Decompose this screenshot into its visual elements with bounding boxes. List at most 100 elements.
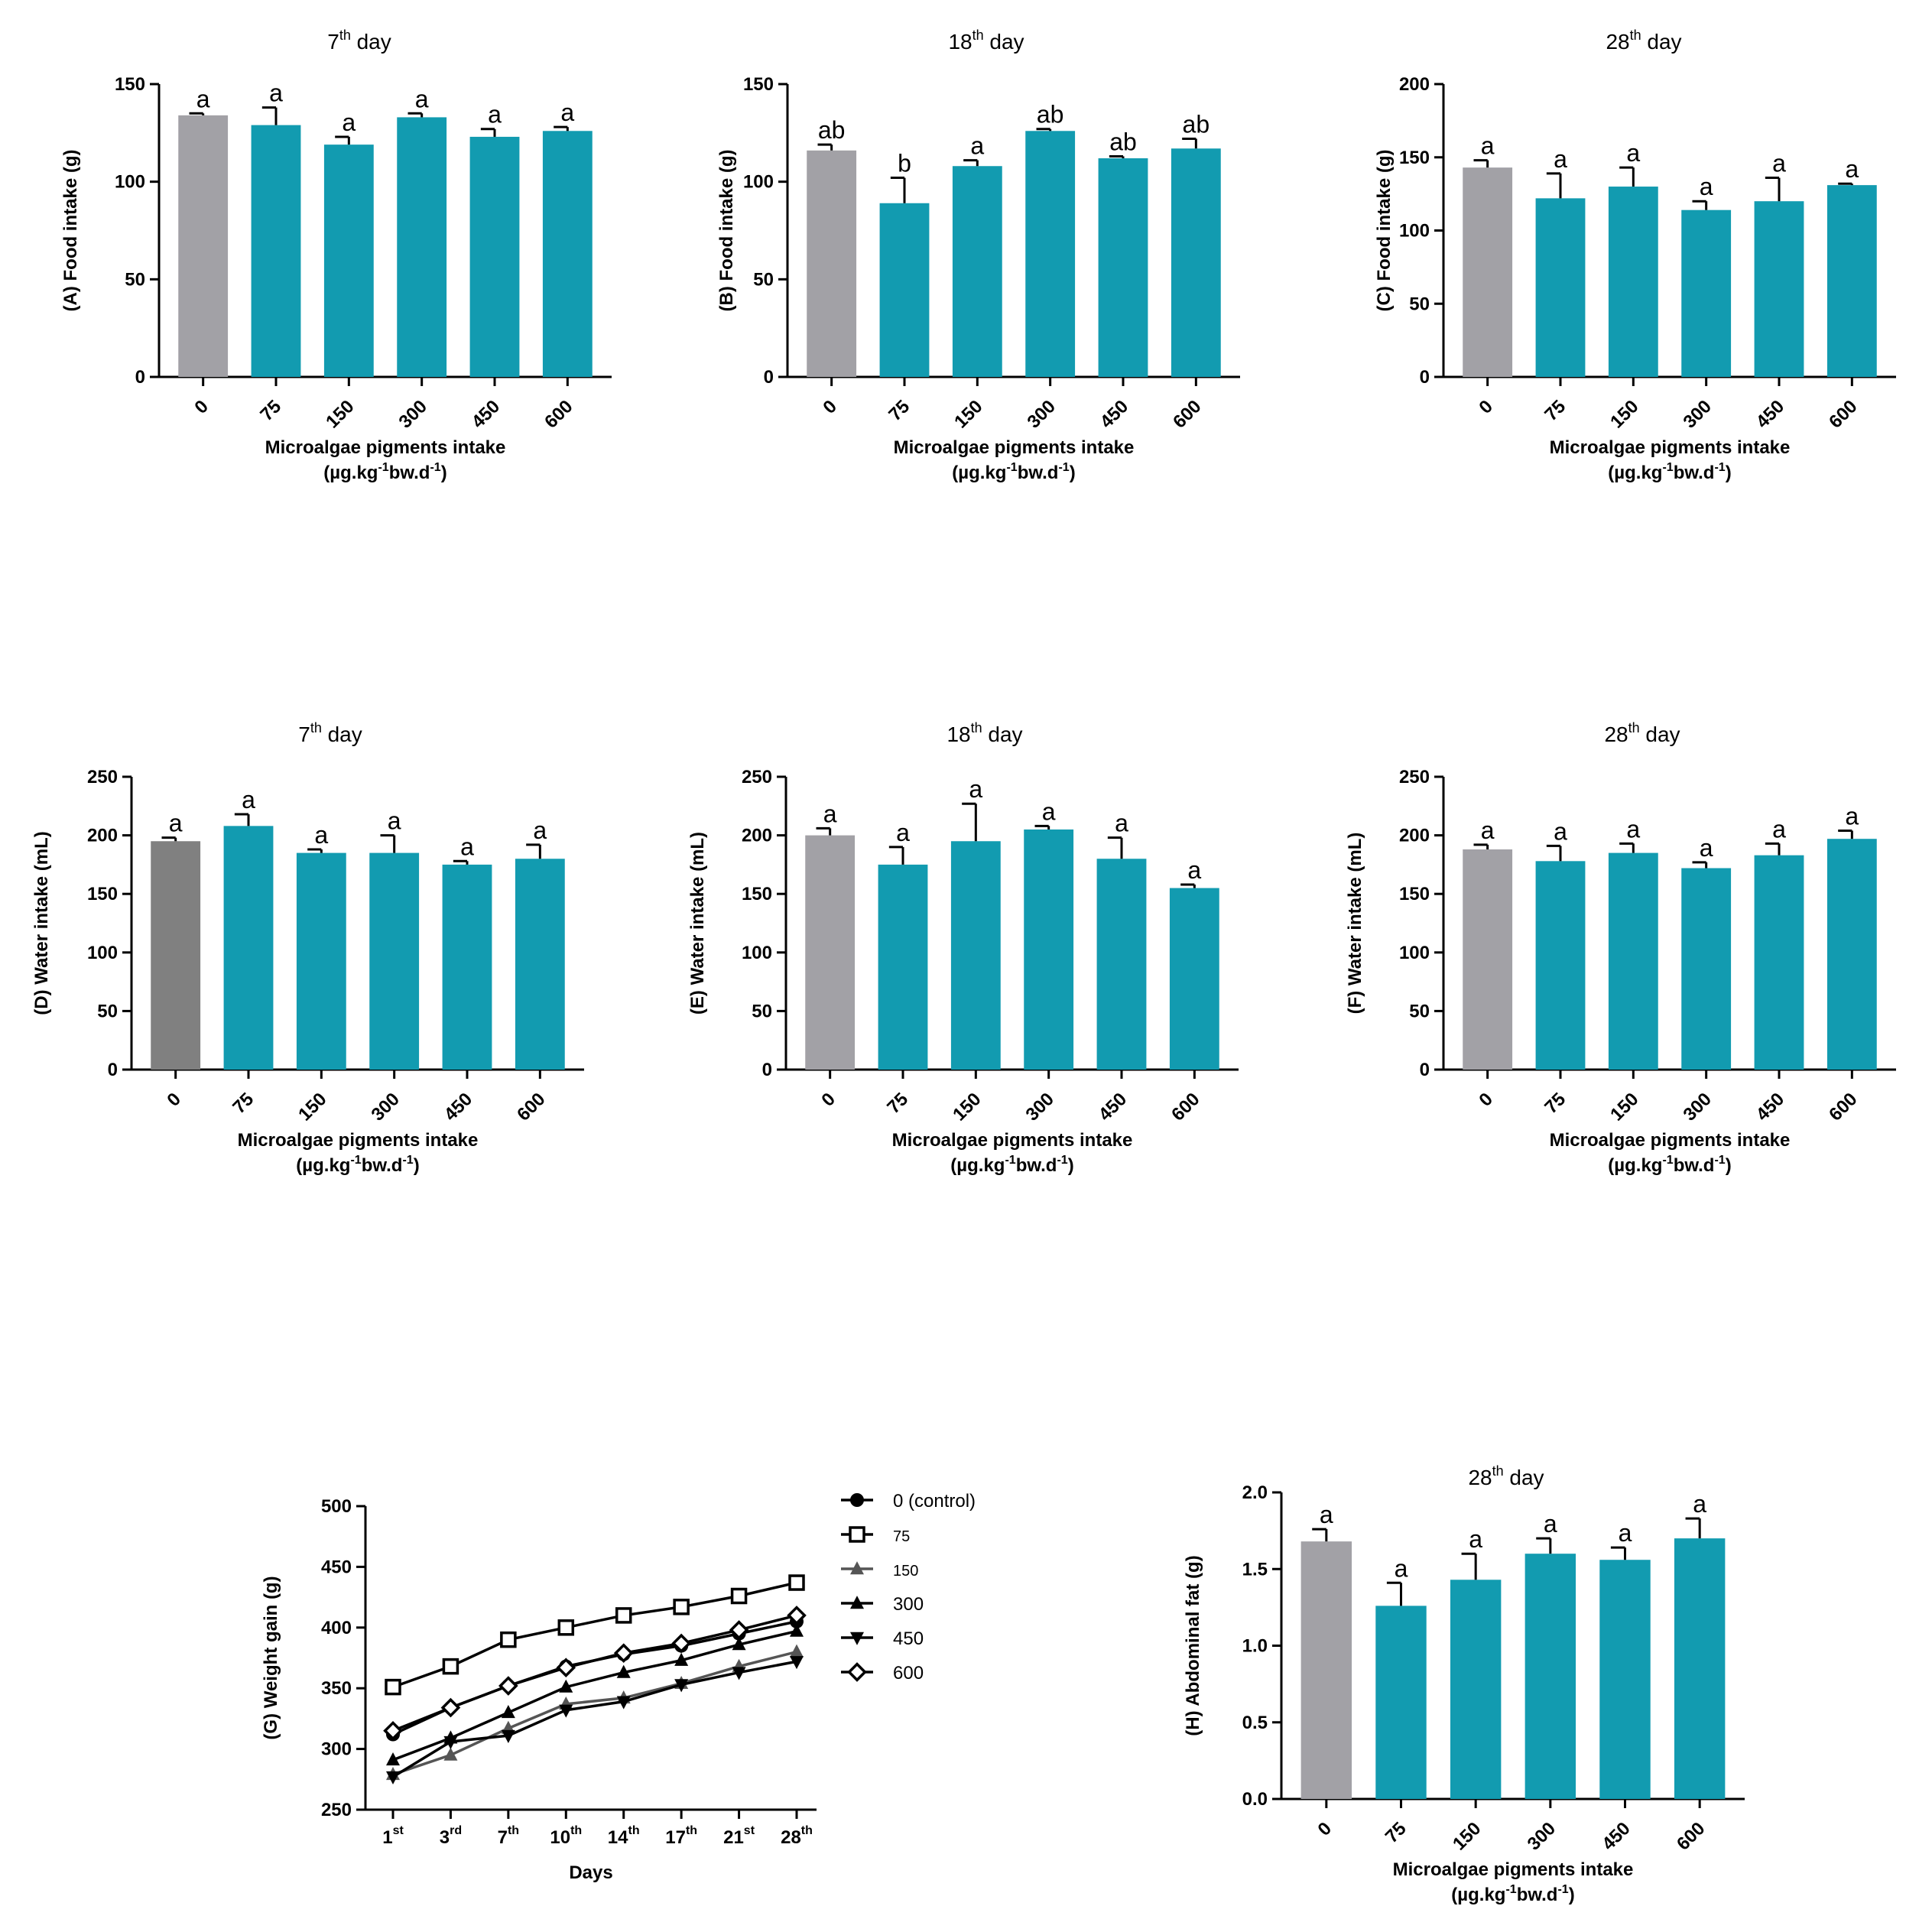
bar-0 <box>151 841 201 1070</box>
bar-150 <box>950 841 1001 1070</box>
significance-letter: a <box>342 109 356 136</box>
bar-300 <box>369 852 420 1070</box>
units-sup: -1 <box>1006 461 1017 474</box>
title-num: 28 <box>1606 30 1629 54</box>
significance-letter: a <box>269 80 283 107</box>
bar-0 <box>1300 1541 1352 1799</box>
units-b: bw.d <box>362 1155 403 1176</box>
series-line-450 <box>392 1660 797 1778</box>
x-tick-sup: st <box>744 1824 755 1837</box>
units-sup2: -1 <box>1057 1154 1067 1167</box>
x-tick-sup: th <box>628 1824 640 1837</box>
legend-label: 450 <box>893 1628 924 1649</box>
y-tick-label: 200 <box>87 826 118 846</box>
units-b: bw.d <box>1517 1885 1558 1905</box>
x-axis-label-units: (µg.kg-1bw.d-1) <box>296 1154 419 1176</box>
y-tick-label: 400 <box>321 1618 352 1638</box>
y-tick-label: 50 <box>753 269 774 290</box>
chart-e: 18th day 0 50 100 150 200 250 a 0 a 75 a 150 a 300 a 450… <box>687 720 1239 1176</box>
bar-450 <box>469 136 520 377</box>
significance-letter: a <box>488 101 502 128</box>
x-tick-num: 7 <box>498 1827 508 1848</box>
chart-a: 7th day 0 50 100 150 a 0 a 75 a 150 a 300 a 450 a 600 (A)… <box>60 28 612 483</box>
data-point <box>613 1643 634 1663</box>
significance-letter: a <box>1115 810 1128 837</box>
significance-letter: a <box>1395 1554 1408 1582</box>
units-b: bw.d <box>1674 1155 1715 1176</box>
bar-450 <box>1098 158 1148 377</box>
legend-label: 300 <box>893 1594 924 1615</box>
significance-letter: a <box>1544 1510 1557 1537</box>
units-a: (µg.kg <box>950 1155 1005 1176</box>
data-point <box>443 1736 458 1749</box>
bar-0 <box>1463 167 1513 377</box>
title-sup: th <box>310 720 322 735</box>
bar-600 <box>515 859 565 1070</box>
bar-600 <box>1169 888 1219 1070</box>
x-tick-label: 150 <box>322 396 358 432</box>
legend-label: 75 <box>893 1528 910 1545</box>
significance-letter: a <box>1845 802 1859 830</box>
y-tick-label: 150 <box>743 74 774 95</box>
x-tick-label: 450 <box>1095 1089 1131 1125</box>
x-tick-label: 300 <box>1680 1089 1716 1125</box>
y-tick-label: 350 <box>321 1678 352 1699</box>
significance-letter: a <box>896 819 910 846</box>
x-tick-label: 75 <box>256 396 285 425</box>
chart-c: 28th day 0 50 100 150 200 a 0 a 75 a 150 a 300 a 450 a 60… <box>1374 28 1896 483</box>
data-point <box>674 1652 689 1666</box>
x-axis-label: Microalgae pigments intake <box>892 1130 1133 1151</box>
data-point <box>386 1771 400 1785</box>
x-tick-label: 14th <box>608 1824 640 1848</box>
x-axis-label: Microalgae pigments intake <box>1393 1859 1634 1880</box>
units-c: ) <box>441 463 447 483</box>
units-sup2: -1 <box>1557 1883 1568 1896</box>
units-c: ) <box>414 1155 420 1176</box>
data-point <box>385 1678 401 1696</box>
bar-75 <box>878 864 928 1070</box>
y-tick-label: 2.0 <box>1242 1482 1268 1503</box>
significance-letter: a <box>823 800 837 827</box>
x-axis-label: Microalgae pigments intake <box>894 437 1135 458</box>
bar-150 <box>952 166 1002 378</box>
x-tick-label: 0 <box>1475 1089 1497 1111</box>
units-sup: -1 <box>350 1154 361 1167</box>
title-rest: day <box>1641 30 1682 54</box>
x-axis-label-units: (µg.kg-1bw.d-1) <box>1608 461 1731 483</box>
data-point <box>790 1623 804 1637</box>
title-num: 28 <box>1604 722 1628 746</box>
y-axis-label: (G) Weight gain (g) <box>261 1576 281 1739</box>
chart-title: 18th day <box>948 28 1024 54</box>
y-tick-label: 150 <box>87 884 118 904</box>
data-point <box>790 1656 804 1670</box>
significance-letter: a <box>1626 139 1640 167</box>
y-tick-label: 150 <box>742 884 772 904</box>
y-tick-label: 100 <box>743 172 774 193</box>
x-tick-label: 75 <box>1382 1818 1411 1847</box>
significance-letter: a <box>1554 145 1567 173</box>
chart-b: 18th day 0 50 100 150 ab 0 b 75 a 150 ab 300 ab 450 ab 6… <box>716 28 1240 483</box>
significance-letter: a <box>1481 817 1495 844</box>
title-sup: th <box>1630 28 1641 43</box>
data-point <box>732 1667 746 1680</box>
x-axis-label: Microalgae pigments intake <box>238 1130 479 1151</box>
x-tick-label: 1st <box>382 1824 404 1848</box>
significance-letter: a <box>1481 132 1495 160</box>
significance-letter: a <box>1845 155 1859 183</box>
bar-0 <box>807 150 857 377</box>
units-sup2: -1 <box>402 1154 413 1167</box>
y-tick-label: 300 <box>321 1739 352 1760</box>
x-tick-label: 7th <box>498 1824 519 1848</box>
data-point <box>788 1574 805 1591</box>
data-point <box>559 1679 573 1693</box>
chart-f: 28th day 0 50 100 150 200 250 a 0 a 75 a 150 a 300 a 450… <box>1345 720 1896 1176</box>
y-tick-label: 150 <box>115 74 145 95</box>
x-tick-label: 300 <box>1024 396 1060 432</box>
y-tick-label: 0.5 <box>1242 1713 1268 1733</box>
title-rest: day <box>982 722 1023 746</box>
units-a: (µg.kg <box>1451 1885 1505 1905</box>
bar-0 <box>805 835 856 1070</box>
y-axis-label: (H) Abdominal fat (g) <box>1183 1555 1203 1736</box>
units-sup2: -1 <box>1058 461 1069 474</box>
